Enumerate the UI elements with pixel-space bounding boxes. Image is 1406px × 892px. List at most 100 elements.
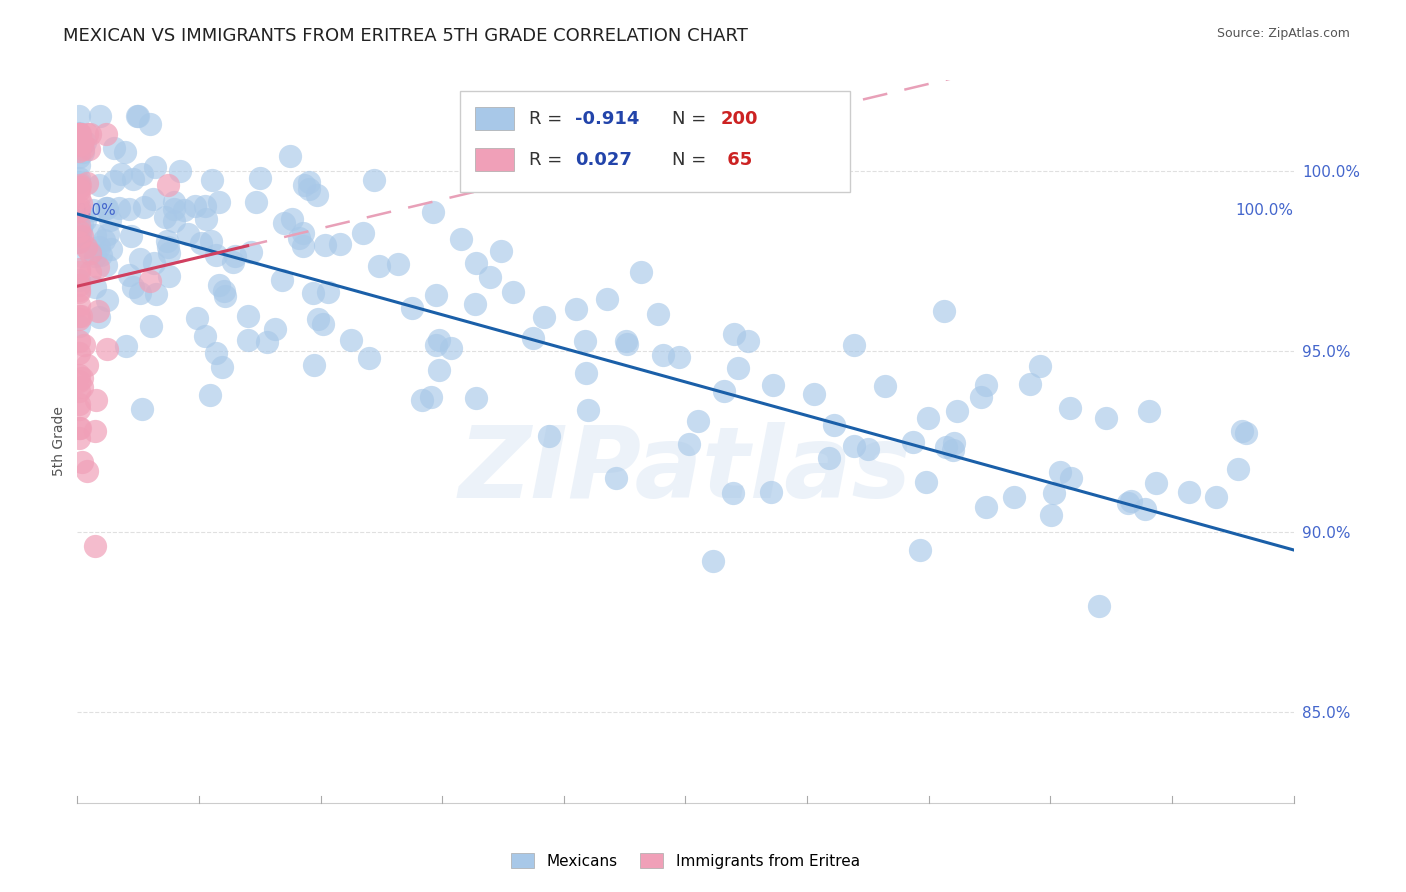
- Point: [298, 175, 321, 189]
- Point: [214, 289, 236, 303]
- Point: [67, 136, 90, 150]
- Point: [118, 268, 141, 282]
- Point: [67, 128, 90, 142]
- Point: [686, 414, 709, 428]
- Point: [103, 174, 125, 188]
- Point: [943, 435, 966, 450]
- Point: [314, 238, 336, 252]
- Point: [69, 222, 91, 236]
- Point: [401, 301, 423, 316]
- Point: [186, 311, 208, 326]
- Point: [90, 248, 112, 262]
- Point: [340, 333, 363, 347]
- Point: [489, 244, 512, 258]
- Point: [67, 401, 90, 416]
- Point: [190, 236, 212, 251]
- Point: [84, 227, 107, 242]
- Point: [93, 233, 115, 247]
- Point: [87, 178, 110, 193]
- Point: [970, 390, 993, 404]
- Point: [157, 268, 180, 283]
- Point: [194, 199, 217, 213]
- Point: [70, 249, 93, 263]
- Point: [184, 198, 207, 212]
- Point: [129, 252, 152, 266]
- Point: [70, 228, 93, 243]
- Point: [565, 302, 588, 317]
- Point: [873, 378, 896, 392]
- Point: [478, 269, 501, 284]
- Point: [575, 367, 598, 381]
- Point: [87, 310, 110, 324]
- Point: [367, 260, 389, 274]
- Point: [236, 333, 259, 347]
- Point: [702, 554, 724, 568]
- Point: [70, 196, 93, 211]
- Point: [79, 245, 101, 260]
- Point: [67, 235, 90, 250]
- Point: [652, 348, 675, 362]
- Point: [249, 170, 271, 185]
- Point: [727, 361, 749, 376]
- Point: [67, 158, 90, 172]
- Point: [205, 345, 228, 359]
- Point: [292, 178, 315, 192]
- Point: [67, 133, 90, 147]
- Point: [69, 178, 91, 193]
- Point: [647, 308, 669, 322]
- Point: [576, 403, 599, 417]
- Legend: Mexicans, Immigrants from Eritrea: Mexicans, Immigrants from Eritrea: [505, 847, 866, 875]
- Point: [761, 377, 783, 392]
- Point: [1205, 490, 1227, 504]
- Text: R =: R =: [529, 151, 568, 169]
- Point: [169, 164, 191, 178]
- Point: [737, 334, 759, 348]
- Point: [616, 337, 638, 351]
- Point: [67, 431, 90, 445]
- Point: [67, 183, 90, 197]
- Point: [108, 201, 131, 215]
- Point: [72, 380, 94, 394]
- Point: [1088, 599, 1111, 613]
- Point: [207, 194, 229, 209]
- Point: [67, 138, 90, 153]
- Point: [450, 232, 472, 246]
- Point: [387, 256, 409, 270]
- Point: [153, 211, 176, 225]
- Point: [145, 286, 167, 301]
- Point: [823, 418, 845, 433]
- Point: [281, 211, 304, 226]
- Point: [115, 339, 138, 353]
- Point: [723, 326, 745, 341]
- Point: [163, 194, 186, 209]
- FancyBboxPatch shape: [475, 107, 515, 130]
- Point: [856, 442, 879, 457]
- Point: [67, 190, 90, 204]
- Point: [201, 173, 224, 187]
- Point: [595, 293, 617, 307]
- Point: [121, 280, 143, 294]
- Point: [329, 236, 352, 251]
- Point: [67, 136, 90, 150]
- Point: [427, 363, 450, 377]
- Point: [818, 450, 841, 465]
- Point: [803, 387, 825, 401]
- Point: [420, 390, 443, 404]
- Point: [1043, 486, 1066, 500]
- Point: [98, 213, 121, 227]
- Point: [127, 109, 149, 123]
- Point: [70, 136, 93, 150]
- Point: [307, 188, 329, 202]
- Text: 100.0%: 100.0%: [1236, 203, 1294, 219]
- Point: [1049, 465, 1071, 479]
- Point: [464, 256, 486, 270]
- Point: [67, 278, 90, 293]
- Point: [84, 392, 107, 407]
- Point: [198, 387, 221, 401]
- Point: [363, 173, 385, 187]
- Point: [72, 207, 94, 221]
- Point: [76, 128, 98, 142]
- Point: [842, 439, 865, 453]
- Point: [177, 227, 200, 242]
- Point: [942, 442, 965, 457]
